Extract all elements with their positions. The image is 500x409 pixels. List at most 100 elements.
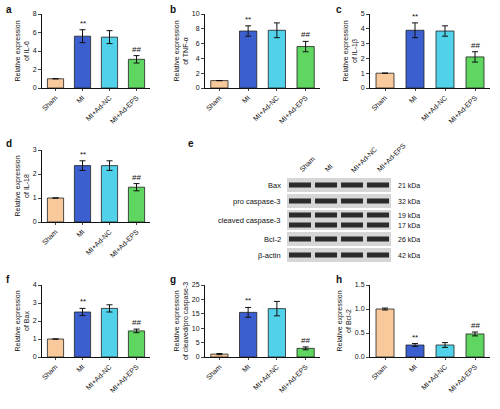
svg-text:b: b xyxy=(170,4,176,15)
svg-text:##: ## xyxy=(132,45,141,54)
svg-text:15: 15 xyxy=(192,310,200,317)
svg-text:MI: MI xyxy=(408,363,418,373)
svg-text:MI+Ad-EPS: MI+Ad-EPS xyxy=(109,94,140,125)
svg-text:##: ## xyxy=(132,318,141,327)
svg-text:MI+Ad-EPS: MI+Ad-EPS xyxy=(376,142,407,173)
svg-text:0: 0 xyxy=(196,353,200,360)
svg-text:pro caspase-3: pro caspase-3 xyxy=(233,197,281,206)
svg-text:2: 2 xyxy=(33,66,37,73)
svg-text:1.5: 1.5 xyxy=(355,281,365,288)
svg-text:**: ** xyxy=(245,15,251,24)
svg-text:8: 8 xyxy=(196,25,200,32)
svg-text:MI+Ad-EPS: MI+Ad-EPS xyxy=(447,94,478,125)
svg-text:f: f xyxy=(6,274,10,285)
svg-text:##: ## xyxy=(471,321,480,330)
svg-text:2: 2 xyxy=(33,170,37,177)
svg-text:2: 2 xyxy=(196,70,200,77)
svg-text:1: 1 xyxy=(33,194,37,201)
svg-text:MI: MI xyxy=(408,94,418,104)
svg-text:##: ## xyxy=(471,41,480,50)
svg-text:0: 0 xyxy=(361,84,365,91)
svg-text:0: 0 xyxy=(33,218,37,225)
svg-text:10: 10 xyxy=(192,325,200,332)
svg-text:4: 4 xyxy=(33,281,37,288)
svg-text:Sham: Sham xyxy=(370,363,388,381)
svg-text:MI: MI xyxy=(241,363,251,373)
svg-text:1: 1 xyxy=(33,335,37,342)
svg-text:10: 10 xyxy=(192,10,200,17)
svg-text:**: ** xyxy=(80,19,86,28)
svg-text:MI: MI xyxy=(75,363,85,373)
svg-text:MI+Ad-NC: MI+Ad-NC xyxy=(420,363,448,391)
svg-text:3: 3 xyxy=(33,299,37,306)
svg-text:20: 20 xyxy=(192,296,200,303)
svg-text:0: 0 xyxy=(33,353,37,360)
svg-text:Relative expressionof Bcl-2: Relative expressionof Bcl-2 xyxy=(336,290,352,351)
svg-text:c: c xyxy=(336,4,342,15)
svg-text:**: ** xyxy=(245,296,251,305)
svg-text:Sham: Sham xyxy=(41,363,59,381)
svg-text:##: ## xyxy=(132,173,141,182)
svg-text:0.5: 0.5 xyxy=(355,329,365,336)
svg-text:1.0: 1.0 xyxy=(355,305,365,312)
svg-text:32 kDa: 32 kDa xyxy=(398,198,420,205)
svg-text:4: 4 xyxy=(196,55,200,62)
svg-text:MI+Ad-NC: MI+Ad-NC xyxy=(252,94,280,122)
svg-text:Bax: Bax xyxy=(268,181,281,190)
svg-text:Sham: Sham xyxy=(205,363,223,381)
svg-text:MI+Ad-EPS: MI+Ad-EPS xyxy=(278,363,309,394)
svg-text:**: ** xyxy=(412,12,418,21)
svg-text:1: 1 xyxy=(361,70,365,77)
svg-text:##: ## xyxy=(301,30,310,39)
svg-text:4: 4 xyxy=(361,25,365,32)
svg-text:cleaved caspase-3: cleaved caspase-3 xyxy=(218,216,281,225)
svg-text:MI+Ad-NC: MI+Ad-NC xyxy=(350,146,378,174)
svg-text:19 kDa: 19 kDa xyxy=(398,212,420,219)
svg-text:MI+Ad-EPS: MI+Ad-EPS xyxy=(278,94,309,125)
svg-text:Relative expressionof IL-6: Relative expressionof IL-6 xyxy=(14,20,30,81)
svg-text:Sham: Sham xyxy=(41,94,59,112)
svg-text:5: 5 xyxy=(196,339,200,346)
svg-text:Relative expressionof Bax: Relative expressionof Bax xyxy=(14,290,30,351)
svg-text:0: 0 xyxy=(33,84,37,91)
svg-text:5: 5 xyxy=(361,10,365,17)
svg-text:MI+Ad-EPS: MI+Ad-EPS xyxy=(447,363,478,394)
svg-text:##: ## xyxy=(301,336,310,345)
svg-text:β-actin: β-actin xyxy=(258,251,281,260)
svg-text:42 kDa: 42 kDa xyxy=(398,252,420,259)
svg-text:MI+Ad-EPS: MI+Ad-EPS xyxy=(109,228,140,259)
svg-text:g: g xyxy=(170,274,176,285)
svg-text:Sham: Sham xyxy=(370,94,388,112)
svg-text:Relative expressionof cleaved/: Relative expressionof cleaved/pro caspas… xyxy=(173,282,190,360)
svg-text:0.0: 0.0 xyxy=(355,353,365,360)
svg-text:e: e xyxy=(188,138,194,149)
svg-text:MI+Ad-NC: MI+Ad-NC xyxy=(84,94,112,122)
svg-text:MI: MI xyxy=(75,94,85,104)
svg-text:3: 3 xyxy=(33,146,37,153)
svg-text:Sham: Sham xyxy=(205,94,223,112)
svg-text:6: 6 xyxy=(33,29,37,36)
svg-text:26 kDa: 26 kDa xyxy=(398,236,420,243)
svg-text:3: 3 xyxy=(361,40,365,47)
svg-text:MI: MI xyxy=(323,163,333,173)
svg-text:a: a xyxy=(6,4,12,15)
svg-text:2: 2 xyxy=(361,55,365,62)
svg-text:MI+Ad-NC: MI+Ad-NC xyxy=(84,228,112,256)
svg-text:**: ** xyxy=(80,297,86,306)
svg-text:MI: MI xyxy=(75,228,85,238)
svg-text:8: 8 xyxy=(33,10,37,17)
svg-text:2: 2 xyxy=(33,317,37,324)
svg-text:4: 4 xyxy=(33,47,37,54)
svg-text:**: ** xyxy=(412,333,418,342)
svg-text:Relative expressionof IL-18: Relative expressionof IL-18 xyxy=(14,155,30,216)
svg-text:6: 6 xyxy=(196,40,200,47)
svg-text:MI+Ad-NC: MI+Ad-NC xyxy=(84,363,112,391)
svg-text:**: ** xyxy=(80,150,86,159)
svg-text:0: 0 xyxy=(196,84,200,91)
svg-text:21 kDa: 21 kDa xyxy=(398,182,420,189)
svg-text:17 kDa: 17 kDa xyxy=(398,222,420,229)
svg-text:Sham: Sham xyxy=(298,155,316,173)
svg-text:MI: MI xyxy=(241,94,251,104)
svg-text:MI+Ad-EPS: MI+Ad-EPS xyxy=(109,363,140,394)
svg-text:d: d xyxy=(6,138,12,149)
